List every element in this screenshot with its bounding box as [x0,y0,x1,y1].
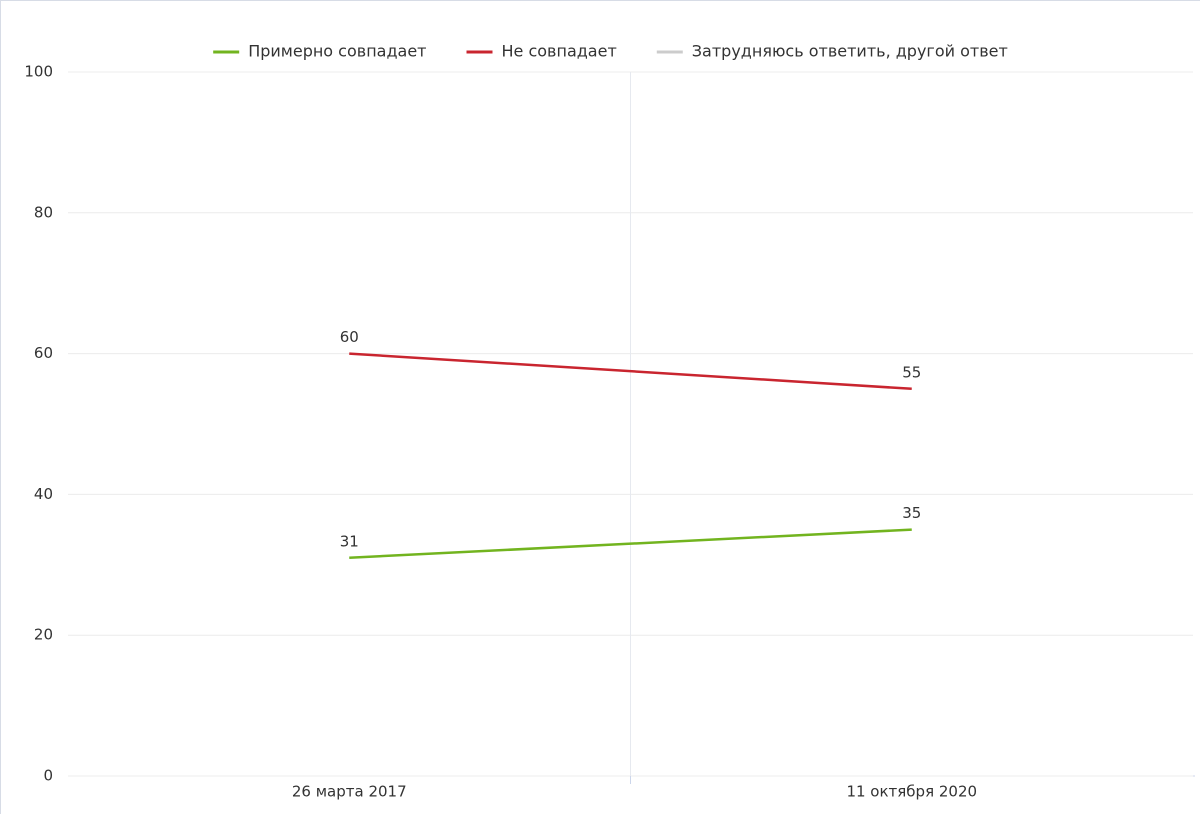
y-tick-label: 0 [43,767,53,785]
legend-label: Не совпадает [502,42,617,61]
y-tick-label: 80 [34,203,53,221]
data-label: 31 [340,532,359,550]
legend: Примерно совпадает Не совпадает Затрудняюс… [213,42,1008,61]
legend-label: Примерно совпадает [248,42,426,61]
data-label: 35 [902,504,921,522]
data-label: 55 [902,363,921,381]
series-line [349,528,912,560]
x-tick-label: 11 октября 2020 [846,783,977,801]
x-tick-label: 26 марта 2017 [292,783,407,801]
y-tick-label: 40 [34,485,53,503]
data-label: 60 [340,328,359,346]
legend-label: Затрудняюсь ответить, другой ответ [692,42,1008,61]
series-line [349,352,912,391]
y-tick-label: 20 [34,626,53,644]
y-tick-label: 100 [24,63,53,81]
y-tick-label: 60 [34,344,53,362]
